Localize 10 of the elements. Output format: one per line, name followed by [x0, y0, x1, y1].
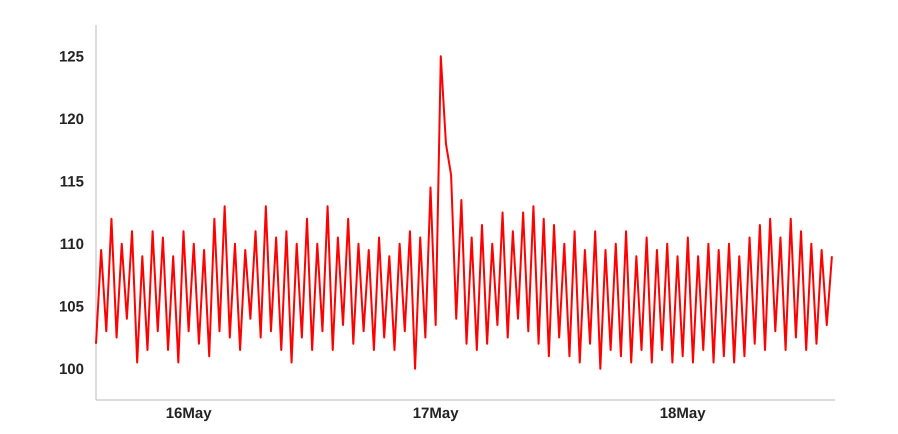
x-tick-label: 16May [166, 405, 212, 422]
line-series [95, 55, 833, 370]
y-tick-label: 120 [58, 111, 84, 128]
y-tick-label: 110 [60, 236, 84, 253]
y-tick-label: 105 [58, 298, 84, 316]
y-tick-label: 100 [58, 361, 84, 378]
y-tick-label: 125 [58, 48, 84, 66]
x-tick-label: 17May [412, 405, 460, 422]
y-tick-label: 115 [60, 174, 84, 190]
x-tick-label: 18May [660, 405, 706, 422]
